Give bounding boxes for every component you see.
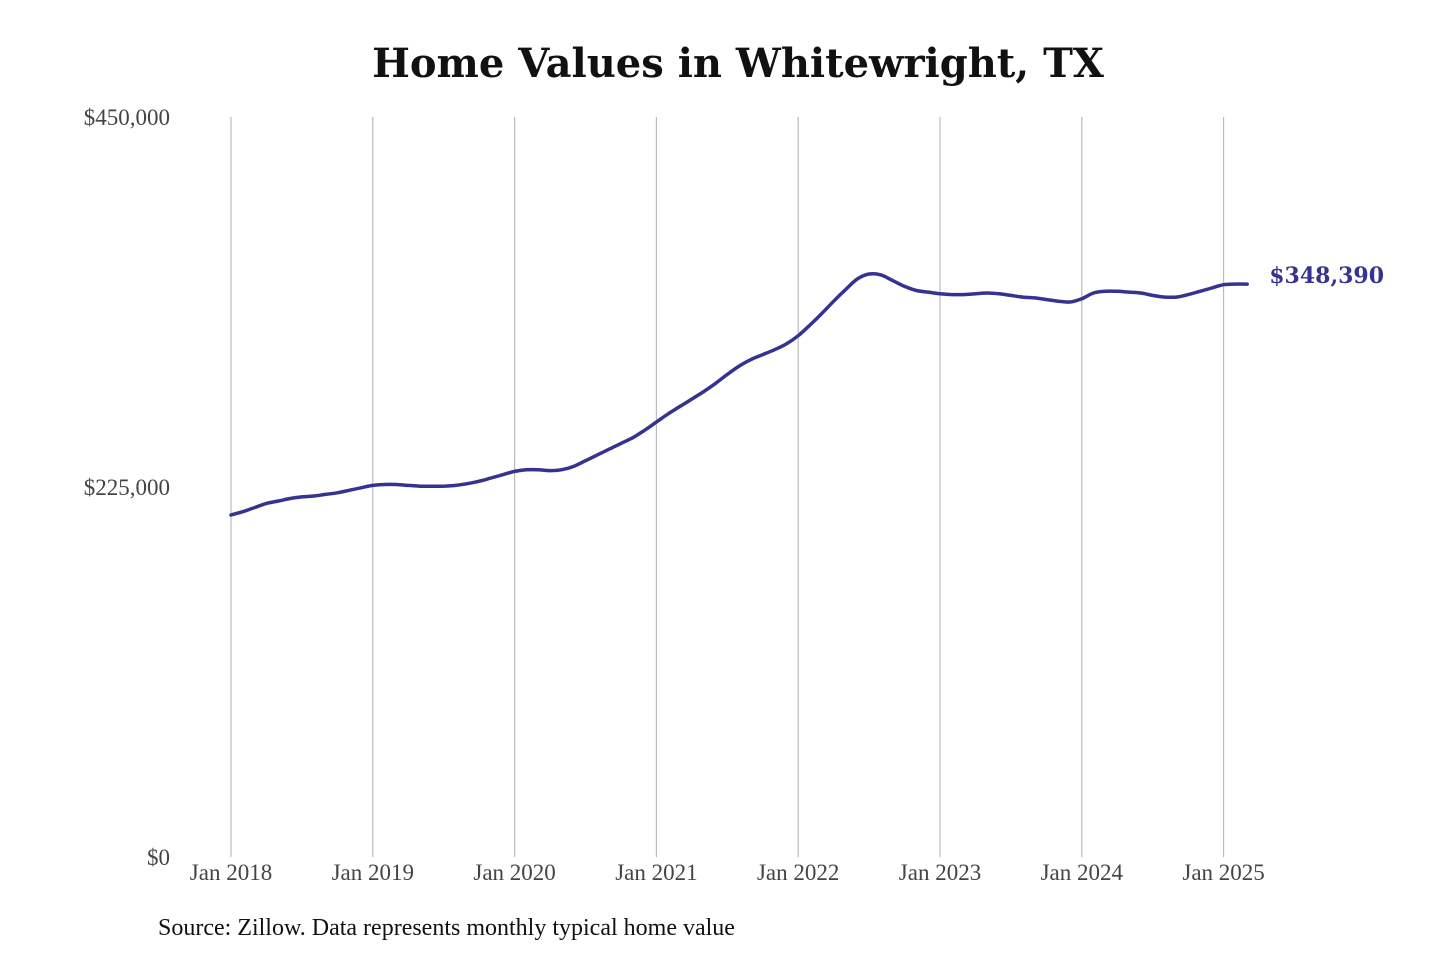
y-tick-label: $225,000 <box>84 475 170 500</box>
chart-title: Home Values in Whitewright, TX <box>372 40 1104 87</box>
series-line-0 <box>229 271 1249 517</box>
end-label-layer: $348,390 <box>1269 263 1384 289</box>
source-note: Source: Zillow. Data represents monthly … <box>158 915 735 941</box>
x-tick-label: Jan 2018 <box>190 860 272 885</box>
x-tick-label: Jan 2023 <box>899 860 981 885</box>
x-tick-label: Jan 2022 <box>757 860 839 885</box>
series-layer <box>229 271 1249 517</box>
y-tick-label: $450,000 <box>84 105 170 130</box>
end-value-label: $348,390 <box>1269 263 1384 289</box>
y-axis-ticks: $0 $225,000 $450,000 <box>84 105 170 870</box>
x-tick-label: Jan 2021 <box>615 860 697 885</box>
grid-lines <box>230 117 1225 857</box>
x-tick-label: Jan 2019 <box>332 860 414 885</box>
x-tick-label: Jan 2025 <box>1182 860 1264 885</box>
x-tick-label: Jan 2020 <box>473 860 555 885</box>
x-axis-ticks: Jan 2018 Jan 2019 Jan 2020 Jan 2021 Jan 2022… <box>190 860 1265 885</box>
x-tick-label: Jan 2024 <box>1041 860 1124 885</box>
y-tick-label: $0 <box>147 845 170 870</box>
